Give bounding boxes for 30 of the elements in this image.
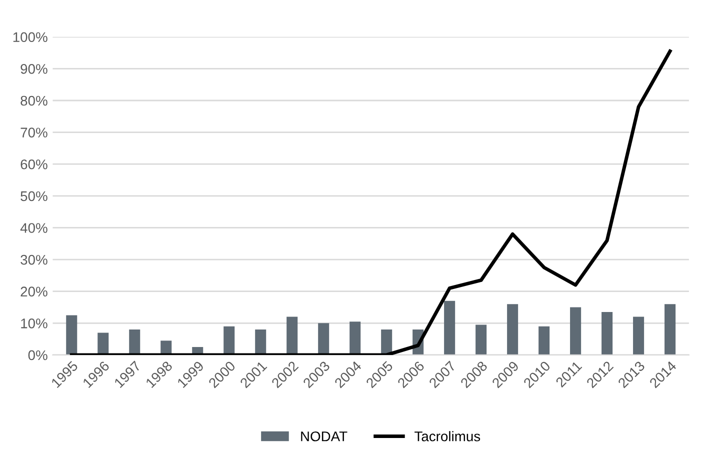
y-tick-label: 90% [20,64,48,74]
y-tick-label: 60% [20,159,48,170]
y-tick-label: 70% [20,128,48,138]
bar [66,315,78,355]
legend-label: NODAT [301,431,348,442]
legend-label: Tacrolimus [414,431,480,442]
y-tick-label: 30% [20,254,48,265]
y-tick-label: 0% [28,350,48,360]
bar [444,300,456,355]
bar [286,316,298,355]
bar [507,304,518,355]
bar [318,323,330,355]
bar [350,322,361,355]
bar [224,326,235,355]
bar [570,307,582,355]
bar [664,304,676,355]
y-tick-label: 20% [20,286,48,297]
y-tick-label: 80% [20,96,48,106]
bar [538,326,550,355]
y-tick-label: 40% [20,223,48,233]
bar [381,330,392,355]
bar [476,324,487,355]
y-tick-label: 100% [13,32,48,42]
bar [602,312,613,355]
y-tick-label: 50% [20,191,48,202]
line-series [70,49,672,355]
bar [633,316,644,355]
bar [129,330,140,355]
y-tick-label: 10% [21,318,48,328]
bar [255,330,266,355]
